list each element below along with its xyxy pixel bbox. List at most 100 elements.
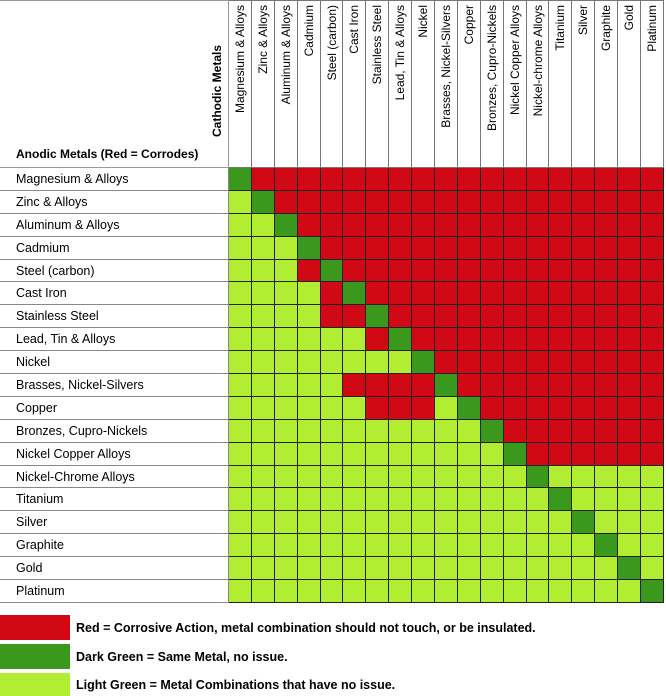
heatmap-cell	[503, 328, 527, 352]
heatmap-cell	[229, 374, 252, 397]
heatmap-cell	[251, 534, 275, 558]
heatmap-cell	[343, 557, 367, 581]
heatmap-cell	[435, 305, 458, 329]
heatmap-cell	[251, 488, 275, 512]
heatmap-cell	[229, 488, 252, 512]
heatmap-cell	[412, 374, 436, 397]
heatmap-cell	[641, 488, 664, 512]
heatmap-cell	[366, 190, 390, 214]
heatmap-cell	[641, 396, 664, 420]
row-header: Magnesium & Alloys	[0, 168, 229, 191]
column-header-label: Zinc & Alloys	[255, 5, 270, 74]
legend-swatch-light-green	[0, 673, 70, 696]
heatmap-cell	[412, 511, 436, 535]
heatmap-cell	[435, 168, 458, 191]
heatmap-cell	[480, 488, 504, 512]
heatmap-cell	[297, 305, 321, 329]
row-header: Cadmium	[0, 236, 229, 260]
heatmap-cell	[457, 213, 481, 237]
heatmap-cell	[503, 534, 527, 558]
heatmap-cell	[641, 259, 664, 283]
heatmap-cell	[572, 465, 596, 489]
row-header: Silver	[0, 511, 229, 535]
heatmap-cell	[480, 465, 504, 489]
heatmap-cell	[274, 442, 298, 466]
heatmap-cell	[297, 328, 321, 352]
heatmap-cell	[480, 168, 504, 191]
heatmap-cell	[572, 213, 596, 237]
heatmap-cell	[435, 465, 458, 489]
heatmap-cell	[618, 351, 642, 375]
heatmap-cell	[389, 236, 413, 260]
heatmap-cell	[389, 511, 413, 535]
heatmap-cell	[251, 168, 275, 191]
heatmap-cell	[320, 557, 344, 581]
heatmap-cell	[274, 305, 298, 329]
heatmap-cell	[595, 190, 619, 214]
heatmap-cell	[274, 557, 298, 581]
heatmap-cell	[503, 213, 527, 237]
heatmap-cell	[412, 419, 436, 443]
heatmap-cell	[641, 351, 664, 375]
heatmap-cell	[274, 190, 298, 214]
heatmap-cell	[641, 374, 664, 397]
heatmap-cell	[366, 419, 390, 443]
heatmap-cell	[389, 351, 413, 375]
heatmap-cell	[480, 236, 504, 260]
column-header: Graphite	[595, 0, 619, 168]
column-header: Brasses, Nickel-Silvers	[435, 0, 458, 168]
row-header: Nickel-Chrome Alloys	[0, 465, 229, 489]
heatmap-cell	[412, 580, 436, 603]
heatmap-cell	[641, 580, 664, 603]
heatmap-cell	[229, 396, 252, 420]
heatmap-cell	[457, 442, 481, 466]
heatmap-cell	[641, 511, 664, 535]
heatmap-cell	[435, 557, 458, 581]
heatmap-cell	[229, 168, 252, 191]
heatmap-cell	[572, 580, 596, 603]
heatmap-cell	[251, 442, 275, 466]
heatmap-cell	[595, 351, 619, 375]
heatmap-cell	[480, 328, 504, 352]
heatmap-cell	[229, 259, 252, 283]
row-header: Graphite	[0, 534, 229, 558]
heatmap-cell	[366, 511, 390, 535]
heatmap-cell	[572, 328, 596, 352]
column-header-label: Silver	[576, 5, 591, 36]
galvanic-table: Cathodic Metals Anodic Metals (Red = Cor…	[0, 0, 664, 603]
column-header: Cast Iron	[343, 0, 367, 168]
heatmap-cell	[343, 488, 367, 512]
heatmap-cell	[503, 236, 527, 260]
heatmap-cell	[366, 328, 390, 352]
heatmap-cell	[343, 442, 367, 466]
column-header-label: Titanium	[553, 5, 568, 51]
heatmap-cell	[251, 213, 275, 237]
heatmap-cell	[251, 328, 275, 352]
heatmap-cell	[549, 580, 573, 603]
heatmap-cell	[297, 465, 321, 489]
heatmap-cell	[251, 236, 275, 260]
legend-dark-green: Dark Green = Same Metal, no issue.	[0, 644, 288, 669]
heatmap-cell	[503, 282, 527, 306]
heatmap-cell	[526, 465, 550, 489]
heatmap-cell	[549, 557, 573, 581]
heatmap-cell	[549, 259, 573, 283]
heatmap-cell	[389, 396, 413, 420]
heatmap-cell	[229, 328, 252, 352]
heatmap-cell	[572, 419, 596, 443]
heatmap-cell	[229, 190, 252, 214]
heatmap-cell	[251, 305, 275, 329]
column-header-label: Platinum	[644, 5, 659, 52]
heatmap-cell	[320, 374, 344, 397]
heatmap-cell	[457, 511, 481, 535]
heatmap-cell	[618, 465, 642, 489]
heatmap-cell	[641, 282, 664, 306]
heatmap-cell	[412, 190, 436, 214]
heatmap-cell	[457, 465, 481, 489]
heatmap-cell	[274, 419, 298, 443]
heatmap-cell	[435, 213, 458, 237]
heatmap-cell	[572, 396, 596, 420]
heatmap-cell	[389, 282, 413, 306]
heatmap-cell	[389, 190, 413, 214]
heatmap-cell	[229, 534, 252, 558]
